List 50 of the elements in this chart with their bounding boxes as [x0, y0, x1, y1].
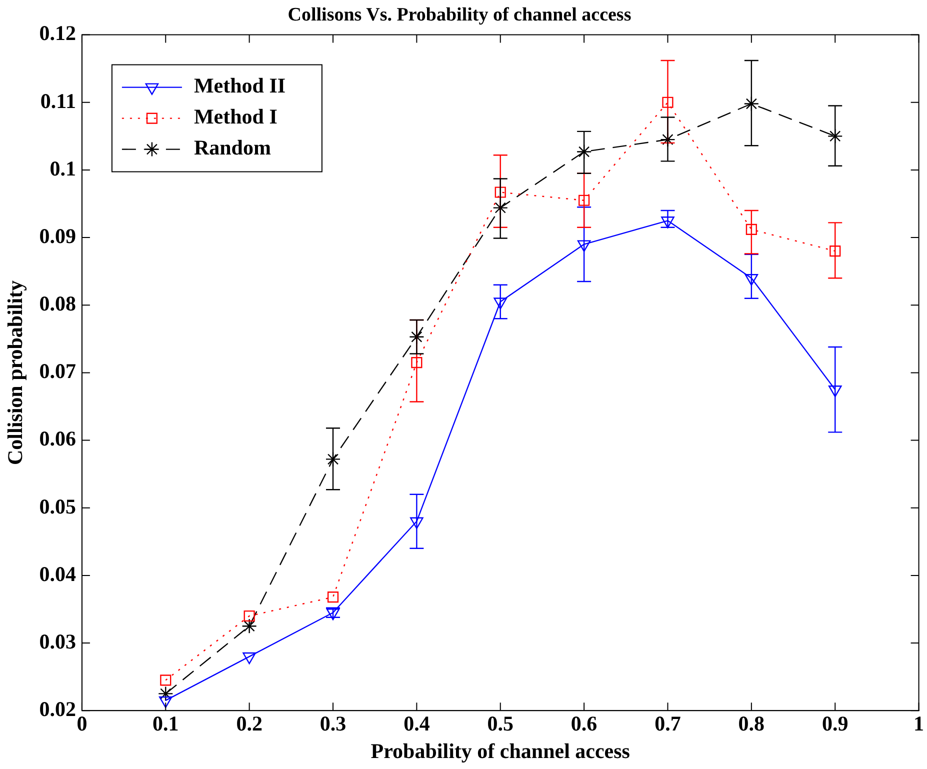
x-tick-label: 0.7: [654, 712, 681, 736]
legend-label: Method I: [194, 104, 278, 129]
point: [158, 686, 174, 702]
x-tick-label: 0.6: [570, 712, 598, 736]
y-tick-label: 0.1: [50, 156, 76, 180]
x-tick-label: 0: [76, 712, 88, 736]
x-tick-label: 0.8: [738, 712, 765, 736]
point: [160, 674, 172, 686]
point: [242, 652, 256, 664]
point: [660, 132, 676, 148]
x-tick-label: 0.1: [152, 712, 179, 736]
y-tick-label: 0.09: [39, 224, 76, 248]
y-tick-label: 0.11: [40, 88, 76, 113]
point: [576, 144, 592, 160]
x-tick-label: 0.4: [404, 712, 430, 736]
y-tick-label: 0.05: [39, 494, 76, 518]
y-tick-label: 0.06: [39, 426, 76, 451]
x-tick-label: 0.2: [236, 712, 262, 736]
point: [662, 96, 674, 108]
x-tick-label: 0.9: [822, 712, 848, 736]
x-tick-label: 0.3: [320, 712, 346, 736]
x-tick-label: 0.5: [487, 712, 514, 736]
point: [244, 610, 255, 622]
point: [409, 329, 424, 344]
point: [411, 357, 422, 368]
y-tick-label: 0.03: [39, 629, 76, 654]
point: [578, 194, 590, 206]
point: [830, 246, 841, 257]
y-tick-label: 0.04: [39, 562, 76, 586]
point: [494, 186, 506, 198]
point: [828, 385, 842, 398]
point: [828, 128, 843, 144]
point: [242, 618, 257, 634]
point: [325, 452, 341, 467]
y-tick-label: 0.12: [39, 21, 76, 46]
point: [327, 592, 339, 603]
y-axis-title: Collision probability: [3, 280, 28, 465]
point: [746, 224, 757, 235]
x-axis-title: Probability of channel access: [370, 738, 630, 763]
y-tick-label: 0.07: [39, 359, 76, 384]
point: [744, 96, 760, 112]
y-tick-label: 0.02: [39, 697, 76, 722]
point: [492, 200, 508, 216]
legend-label: Method II: [194, 74, 286, 98]
y-tick-label: 0.08: [39, 292, 76, 316]
point: [158, 696, 172, 708]
x-tick-label: 1: [914, 712, 924, 736]
point: [410, 517, 424, 529]
legend-label: Random: [194, 136, 272, 160]
chart-title: Collisons Vs. Probability of channel access: [288, 4, 632, 26]
